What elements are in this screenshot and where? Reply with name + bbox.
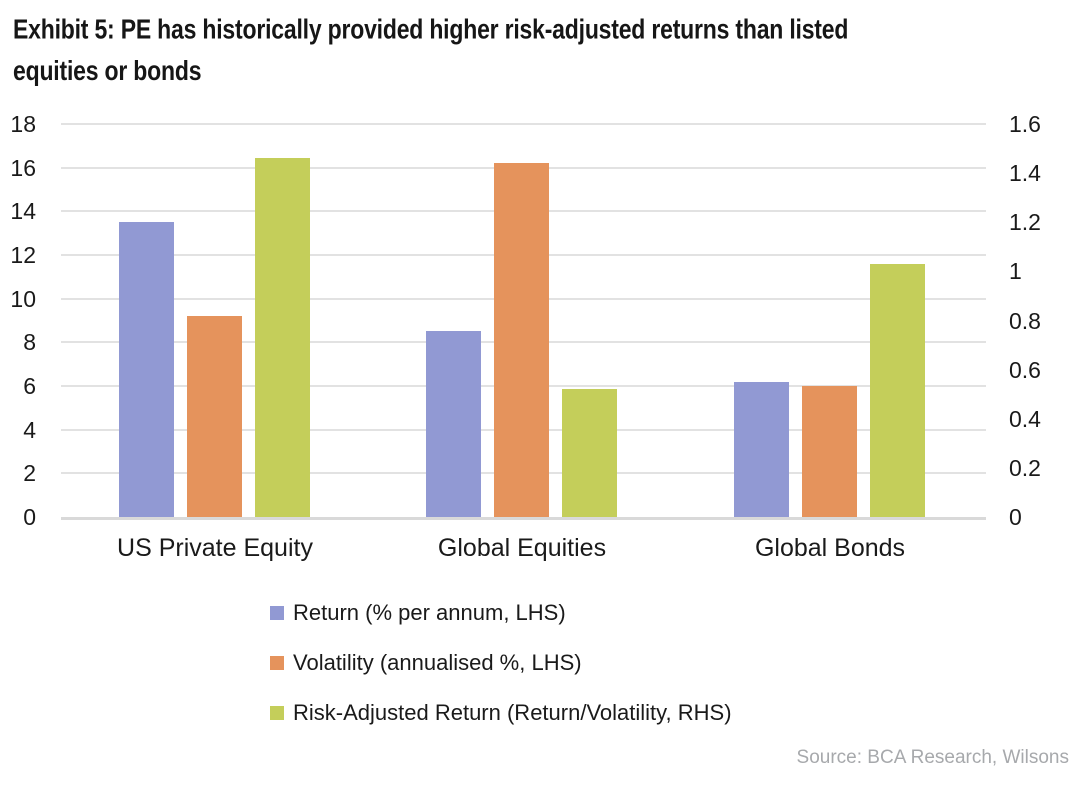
axis-tick-label: 14 — [10, 198, 36, 225]
bar-risk-adjusted-return-us-private-equity — [255, 158, 310, 517]
category-label-us-private-equity: US Private Equity — [117, 534, 313, 562]
category-label-global-bonds: Global Bonds — [754, 534, 906, 562]
axis-tick-label: 1 — [1009, 258, 1022, 285]
axis-tick-label: 1.2 — [1009, 209, 1041, 236]
axis-tick-label: 0.4 — [1009, 405, 1041, 432]
axis-tick-label: 0 — [23, 504, 36, 530]
bar-risk-adjusted-return-global-bonds — [870, 264, 925, 517]
bar-return-global-equities — [426, 331, 481, 517]
axis-tick-label: 8 — [23, 329, 36, 356]
axis-tick-label: 1.6 — [1009, 111, 1041, 137]
chart-title-line2: equities or bonds — [13, 54, 202, 87]
bar-volatility-us-private-equity — [187, 316, 242, 517]
axis-tick-label: 2 — [23, 460, 36, 487]
axis-tick-label: 4 — [23, 416, 36, 443]
axis-tick-label: 10 — [10, 285, 36, 312]
bar-risk-adjusted-return-global-equities — [562, 389, 617, 517]
axis-tick-label: 0.8 — [1009, 307, 1041, 334]
legend-item-risk-adjusted-return: Risk-Adjusted Return (Return/Volatility,… — [270, 699, 732, 725]
chart-title: Exhibit 5: PE has historically provided … — [13, 8, 1033, 91]
legend-swatch — [270, 655, 284, 670]
axis-tick-label: 16 — [10, 154, 36, 181]
category-axis: US Private Equity Global Equities Global B… — [61, 534, 986, 566]
bar-group-us-private-equity — [119, 124, 310, 517]
legend-label: Risk-Adjusted Return (Return/Volatility,… — [293, 699, 732, 725]
axis-tick-label: 0 — [1009, 504, 1022, 530]
bar-volatility-global-equities — [494, 163, 549, 517]
legend-swatch — [270, 605, 284, 620]
bar-return-us-private-equity — [119, 222, 174, 517]
legend-item-volatility: Volatility (annualised %, LHS) — [270, 649, 732, 675]
legend-item-return: Return (% per annum, LHS) — [270, 599, 732, 625]
gridline — [61, 123, 986, 125]
axis-tick-label: 6 — [23, 373, 36, 399]
bar-volatility-global-bonds — [802, 386, 857, 517]
legend-label: Return (% per annum, LHS) — [293, 599, 566, 625]
source-label: Source: BCA Research, Wilsons — [796, 747, 1069, 768]
right-axis: 0 0.2 0.4 0.6 0.8 1 1.2 1.4 1.6 — [1009, 112, 1069, 529]
axis-tick-label: 0.2 — [1009, 454, 1041, 481]
bar-return-global-bonds — [734, 381, 789, 517]
axis-tick-label: 1.4 — [1009, 160, 1041, 187]
chart-title-line1: Exhibit 5: PE has historically provided … — [13, 12, 849, 45]
plot-area — [61, 123, 986, 520]
legend: Return (% per annum, LHS) Volatility (ann… — [270, 599, 732, 751]
bar-group-global-bonds — [734, 124, 925, 517]
legend-label: Volatility (annualised %, LHS) — [293, 649, 582, 675]
bar-group-global-equities — [426, 124, 617, 517]
legend-swatch — [270, 705, 284, 720]
axis-tick-label: 0.6 — [1009, 356, 1041, 383]
category-label-global-equities: Global Equities — [437, 534, 607, 562]
axis-tick-label: 18 — [10, 111, 36, 137]
left-axis: 0 2 4 6 8 10 12 14 16 18 — [0, 112, 46, 529]
axis-tick-label: 12 — [10, 242, 36, 268]
